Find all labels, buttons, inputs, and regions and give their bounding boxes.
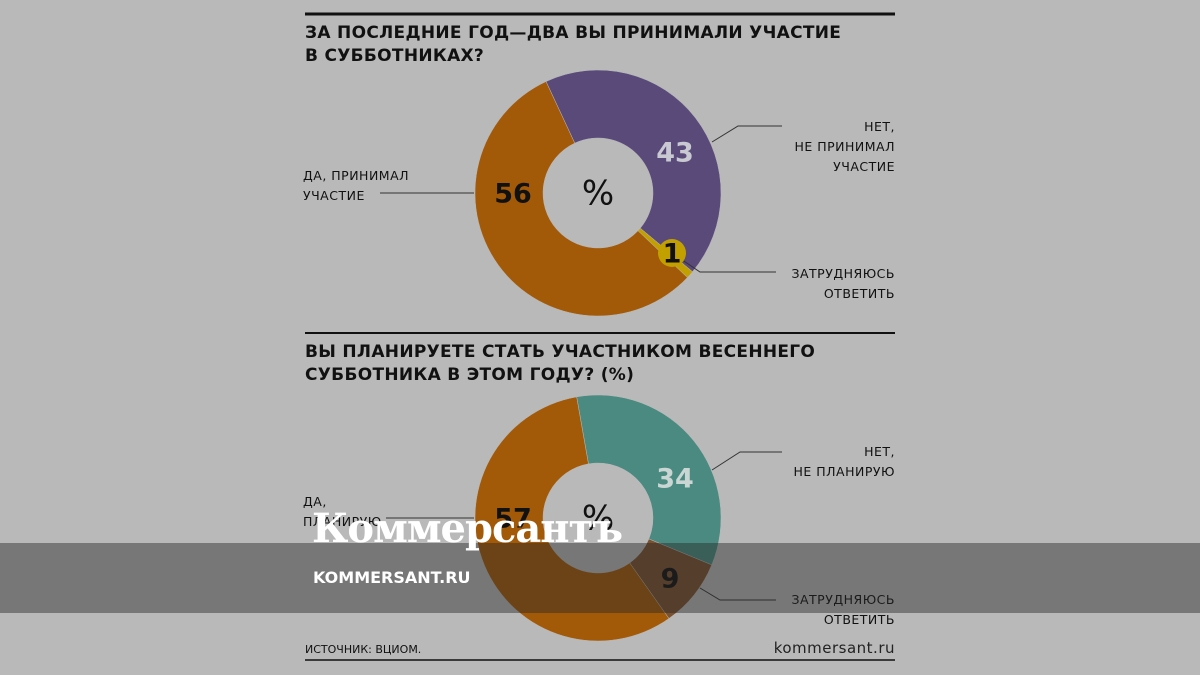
value-label: 34 — [656, 464, 694, 495]
value-label: 1 — [663, 239, 682, 270]
category-label: НЕТ, НЕ ПРИНИМАЛ УЧАСТИЕ — [794, 119, 895, 174]
site: kommersant.ru — [773, 639, 895, 657]
category-label: НЕТ, НЕ ПЛАНИРУЮ — [793, 444, 895, 479]
watermark-url: KOMMERSANT.RU — [313, 568, 471, 587]
category-label: ЗАТРУДНЯЮСЬ ОТВЕТИТЬ — [791, 592, 895, 627]
category-label: ЗАТРУДНЯЮСЬ ОТВЕТИТЬ — [791, 266, 895, 301]
center-label: % — [582, 499, 614, 539]
leader-line — [711, 125, 782, 143]
category-label: ДА, ПРИНИМАЛ УЧАСТИЕ — [303, 168, 410, 203]
watermark-band — [0, 543, 1200, 613]
value-label: 43 — [656, 138, 694, 169]
pie-slice — [545, 69, 722, 273]
pie-slice — [474, 81, 688, 317]
value-label: 9 — [661, 564, 680, 595]
category-label: ДА, ПЛАНИРУЮ — [303, 494, 382, 529]
value-label: 56 — [494, 179, 532, 210]
label-bubble — [658, 239, 686, 267]
pie-slice — [576, 394, 722, 566]
watermark-logo: Коммерсантъ — [312, 505, 623, 552]
pie-slice — [474, 396, 670, 642]
center-label: % — [582, 174, 614, 214]
value-label: 57 — [494, 504, 532, 535]
leader-line — [699, 587, 776, 601]
chart-title: ЗА ПОСЛЕДНИЕ ГОД—ДВА ВЫ ПРИНИМАЛИ УЧАСТИ… — [305, 23, 842, 66]
leader-line — [711, 451, 782, 471]
source: ИСТОЧНИК: ВЦИОМ. — [305, 643, 422, 656]
chart-title: ВЫ ПЛАНИРУЕТЕ СТАТЬ УЧАСТНИКОМ ВЕСЕННЕГО… — [305, 342, 816, 385]
